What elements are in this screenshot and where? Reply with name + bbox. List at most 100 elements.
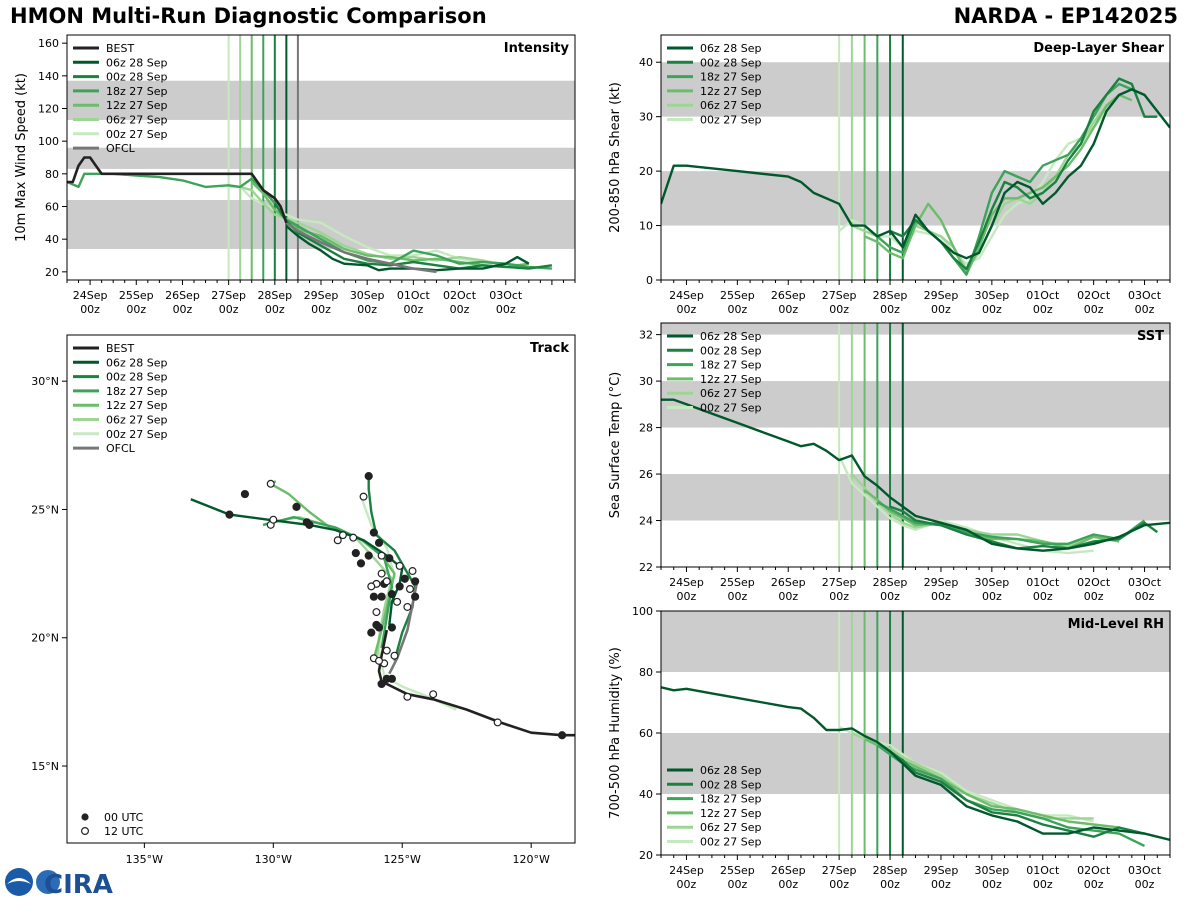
storm-id-title: NARDA - EP142025: [953, 4, 1178, 28]
rh-legend-label: 18z 27 Sep: [700, 793, 762, 806]
rh-legend-label: 06z 28 Sep: [700, 764, 762, 777]
shear-xtick-label: 00z: [727, 303, 747, 316]
track-plot-area: [190, 472, 575, 740]
shear-xtick-label: 30Sep: [974, 289, 1009, 302]
shear-plot-area: [661, 35, 1170, 280]
track-marker-12utc: [333, 536, 342, 545]
shear-xtick-label: 00z: [1033, 303, 1053, 316]
sst-xtick-label: 28Sep: [873, 576, 908, 589]
cira-logo-text: CIRA: [44, 870, 113, 898]
intensity-xtick-label: 02Oct: [443, 289, 477, 302]
page-title: HMON Multi-Run Diagnostic Comparison: [10, 4, 487, 28]
intensity-xtick-label: 03Oct: [489, 289, 523, 302]
intensity-run-line: [250, 181, 529, 269]
rh-run-line: [889, 750, 1145, 838]
track-legend-label: 00z 28 Sep: [106, 371, 168, 384]
rh-xtick-label: 26Sep: [771, 864, 806, 877]
intensity-xtick-label: 00z: [173, 303, 193, 316]
sst-xtick-label: 26Sep: [771, 576, 806, 589]
sst-legend-label: 00z 27 Sep: [700, 402, 762, 415]
shear-xtick-label: 24Sep: [669, 289, 704, 302]
shear-xtick-label: 00z: [1135, 303, 1155, 316]
track-marker-00utc: [387, 623, 397, 632]
track-marker-00utc: [377, 592, 386, 601]
shear-ytick-label: 40: [639, 56, 653, 69]
rh-xtick-label: 24Sep: [669, 864, 704, 877]
intensity-xtick-label: 29Sep: [304, 289, 339, 302]
sst-xtick-label: 00z: [778, 590, 798, 603]
intensity-best-line: [67, 156, 288, 224]
track-marker-00utc: [400, 574, 409, 583]
shear-legend-label: 18z 27 Sep: [700, 71, 762, 84]
rh-xtick-label: 00z: [982, 878, 1002, 891]
track-marker-00utc: [367, 628, 376, 637]
sst-xtick-label: 25Sep: [720, 576, 755, 589]
shear-xtick-label: 00z: [880, 303, 900, 316]
shear-legend-label: 06z 27 Sep: [700, 99, 762, 112]
intensity-xtick-label: 25Sep: [119, 289, 154, 302]
sst-legend-label: 06z 27 Sep: [700, 387, 762, 400]
intensity-legend-label: OFCL: [106, 142, 136, 155]
track-marker-12utc: [403, 692, 412, 701]
intensity-legend-label: 12z 27 Sep: [106, 99, 168, 112]
shear-xtick-label: 00z: [677, 303, 697, 316]
sst-legend-label: 06z 28 Sep: [700, 330, 762, 343]
rh-xtick-label: 00z: [677, 878, 697, 891]
track-legend-label: 06z 27 Sep: [106, 414, 168, 427]
sst-ytick-label: 30: [639, 375, 653, 388]
intensity-legend-label: 18z 27 Sep: [106, 85, 168, 98]
shear-legend-label: 00z 27 Sep: [700, 114, 762, 127]
shear-legend-label: 06z 28 Sep: [700, 42, 762, 55]
shear-ylabel: 200-850 hPa Shear (kt): [608, 82, 623, 233]
track-marker-00utc: [369, 528, 378, 537]
shear-xtick-label: 01Oct: [1026, 289, 1060, 302]
intensity-xtick-label: 27Sep: [211, 289, 246, 302]
shear-legend-label: 00z 28 Sep: [700, 56, 762, 69]
sst-band: [661, 474, 1170, 521]
intensity-xtick-label: 00z: [311, 303, 331, 316]
rh-legend-label: 06z 27 Sep: [700, 821, 762, 834]
intensity-plot-area: [67, 35, 575, 280]
intensity-legend-label: BEST: [106, 42, 134, 55]
intensity-run-line: [239, 185, 506, 267]
shear-xtick-label: 26Sep: [771, 289, 806, 302]
sst-xtick-label: 01Oct: [1026, 576, 1060, 589]
track-ytick-label: 25°N: [31, 503, 59, 516]
track-marker-00utc: [411, 592, 420, 601]
track-ytick-label: 20°N: [31, 632, 59, 645]
rh-ytick-label: 20: [639, 849, 653, 862]
shear-ytick-label: 10: [639, 220, 653, 233]
track-marker-12utc: [266, 479, 275, 488]
intensity-xtick-label: 00z: [265, 303, 285, 316]
intensity-legend-label: 00z 27 Sep: [106, 128, 168, 141]
track-marker-00utc: [364, 472, 373, 481]
track-marker-12utc: [493, 718, 502, 727]
shear-xtick-label: 28Sep: [873, 289, 908, 302]
track-panel-title: Track: [530, 341, 569, 356]
shear-ytick-label: 30: [639, 111, 653, 124]
sst-ylabel: Sea Surface Temp (°C): [608, 372, 623, 519]
track-run-line: [269, 480, 396, 659]
track-marker-12utc: [382, 646, 391, 655]
noaa-logo-icon: [5, 868, 33, 896]
intensity-ytick-label: 120: [38, 103, 59, 116]
sst-xtick-label: 00z: [1084, 590, 1104, 603]
sst-xtick-label: 30Sep: [974, 576, 1009, 589]
track-legend-label: 18z 27 Sep: [106, 385, 168, 398]
track-marker-00utc: [302, 518, 311, 527]
rh-xtick-label: 28Sep: [873, 864, 908, 877]
track-legend-label: OFCL: [106, 442, 136, 455]
track-marker-12utc: [377, 551, 386, 560]
intensity-xtick-label: 00z: [357, 303, 377, 316]
track-marker-00utc: [387, 590, 397, 599]
track-marker-legend-label: 00 UTC: [104, 811, 144, 824]
intensity-ytick-label: 80: [45, 168, 59, 181]
shear-xtick-label: 00z: [778, 303, 798, 316]
sst-legend-label: 12z 27 Sep: [700, 373, 762, 386]
track-legend-label: 00z 27 Sep: [106, 428, 168, 441]
intensity-ytick-label: 140: [38, 70, 59, 83]
shear-panel-title: Deep-Layer Shear: [1033, 41, 1164, 56]
track-marker-12utc: [408, 567, 417, 576]
track-marker-12utc: [393, 597, 402, 606]
